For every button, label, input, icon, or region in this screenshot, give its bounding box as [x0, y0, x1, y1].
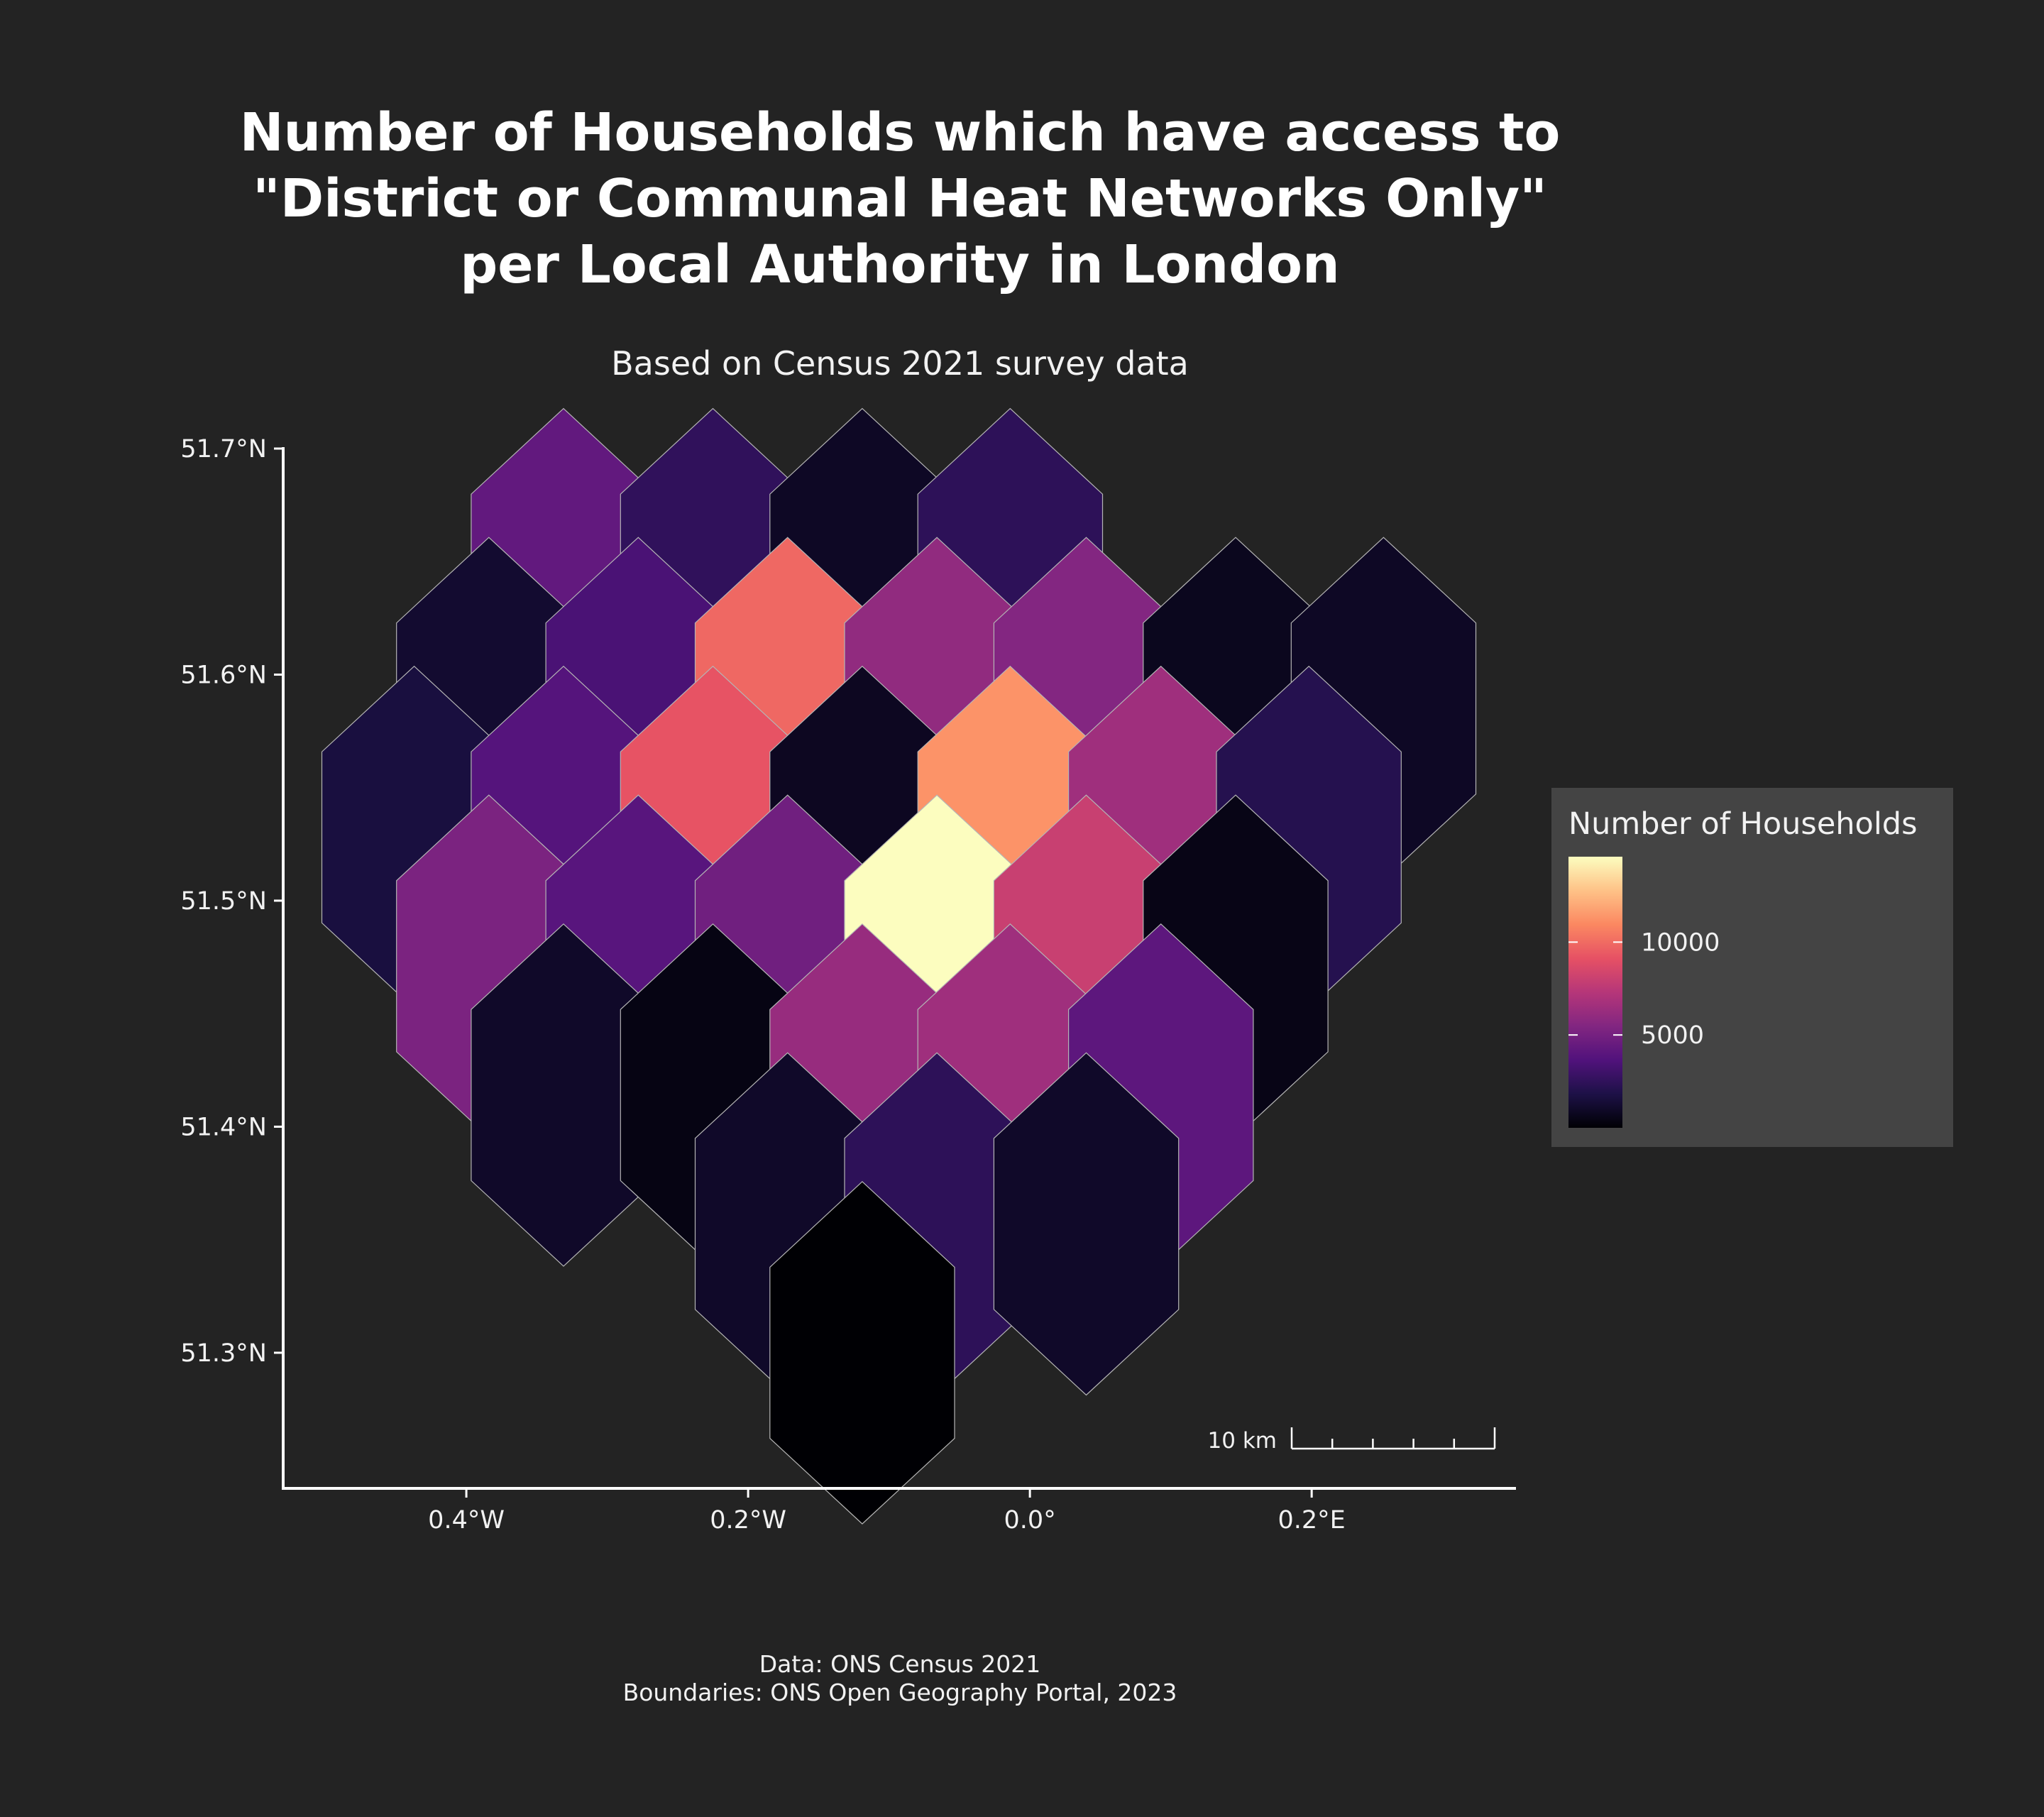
caption-line-1: Data: ONS Census 2021 — [759, 1650, 1041, 1678]
x-tick-label: 0.4°W — [428, 1506, 505, 1535]
caption-line-2: Boundaries: ONS Open Geography Portal, 2… — [623, 1679, 1177, 1706]
caption: Data: ONS Census 2021 Boundaries: ONS Op… — [623, 1650, 1177, 1706]
scale-bar: 10 km — [1208, 1427, 1496, 1454]
y-tick-label: 51.4°N — [180, 1113, 267, 1141]
legend-tick-label: 10000 — [1641, 928, 1720, 957]
hex-map — [321, 407, 1477, 1525]
chart-subtitle: Based on Census 2021 survey data — [611, 344, 1189, 383]
x-tick-label: 0.2°E — [1278, 1506, 1346, 1535]
y-tick-label: 51.5°N — [180, 887, 267, 916]
y-tick-label: 51.6°N — [180, 661, 267, 689]
scale-bar-marks — [1290, 1427, 1496, 1450]
title-line-2: "District or Communal Heat Networks Only… — [253, 168, 1547, 229]
y-tick-label: 51.7°N — [180, 435, 267, 463]
legend-ticks: 5000 10000 — [1568, 928, 1720, 1050]
legend: Number of Households 5000 10000 — [1551, 788, 1953, 1147]
legend-title: Number of Households — [1568, 806, 1917, 842]
hex-cell-32 — [993, 1052, 1180, 1396]
axes: 0.4°W 0.2°W 0.0° 0.2°E 51.7°N51.6°N51.5°N51… — [180, 435, 1516, 1535]
title-line-1: Number of Households which have access t… — [240, 102, 1561, 163]
hex-cell-33 — [769, 1180, 955, 1525]
legend-tick-label: 5000 — [1641, 1021, 1704, 1050]
x-axis-ticks: 0.4°W 0.2°W 0.0° 0.2°E — [428, 1488, 1346, 1535]
title-line-3: per Local Authority in London — [460, 234, 1339, 295]
x-tick-label: 0.0° — [1004, 1506, 1056, 1535]
y-tick-label: 51.3°N — [180, 1339, 267, 1368]
legend-colorbar — [1568, 857, 1622, 1128]
chart-title: Number of Households which have access t… — [240, 102, 1561, 295]
y-axis-ticks: 51.7°N 51.6°N 51.5°N 51.4°N 51.3°N — [180, 435, 283, 1368]
scale-bar-label: 10 km — [1208, 1428, 1277, 1454]
x-tick-label: 0.2°W — [710, 1506, 786, 1535]
